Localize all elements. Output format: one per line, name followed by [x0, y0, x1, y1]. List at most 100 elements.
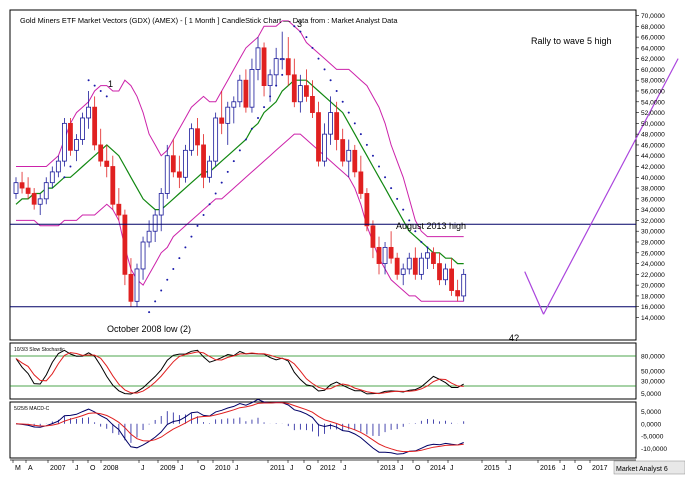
candle-body — [189, 128, 194, 151]
sar-dot — [93, 84, 96, 87]
sar-dot — [154, 300, 157, 303]
candle-body — [110, 166, 116, 205]
candle-body — [195, 128, 200, 146]
sar-dot — [371, 154, 374, 157]
x-tick-label: J — [235, 465, 239, 472]
candle-body — [122, 214, 128, 275]
sar-dot — [390, 187, 393, 190]
sar-dot — [396, 197, 399, 200]
candle-body — [364, 193, 370, 227]
sar-dot — [87, 79, 90, 82]
macd-tick-label: -10,0000 — [641, 446, 667, 453]
candle-body — [62, 122, 67, 162]
candle-body — [291, 74, 297, 103]
candle-body — [346, 149, 352, 162]
macd-tick-label: 5,0000 — [641, 409, 662, 416]
sar-dot — [384, 176, 387, 179]
candle-body — [182, 149, 188, 178]
candle-body — [207, 160, 213, 178]
candle-body — [170, 155, 176, 173]
y-tick-label: 68,0000 — [641, 24, 665, 31]
sar-dot — [317, 57, 320, 60]
macd-label: 5/25/5 MACD-C — [14, 406, 50, 412]
candle-body — [134, 268, 140, 302]
x-tick-label: 2017 — [592, 465, 608, 472]
sar-dot — [299, 30, 302, 33]
candle-body — [164, 155, 170, 194]
wave-3-label: 3 — [297, 19, 302, 29]
candle-body — [80, 117, 85, 140]
stochastic-tick-label: 30,0000 — [641, 379, 665, 386]
x-tick-label: J — [290, 465, 294, 472]
candle-body — [455, 290, 461, 297]
sar-dot — [257, 116, 259, 119]
candle-body — [116, 203, 122, 216]
x-tick-label: J — [400, 465, 404, 472]
candle-body — [261, 47, 267, 87]
y-tick-label: 56,0000 — [641, 89, 665, 96]
y-tick-label: 32,0000 — [641, 218, 665, 225]
candle-body — [31, 193, 37, 205]
sar-dot — [202, 214, 205, 217]
sar-dot — [293, 25, 296, 28]
x-tick-label: J — [75, 465, 79, 472]
stochastic-tick-label: 80,0000 — [641, 354, 665, 361]
x-tick-label: 2015 — [484, 465, 500, 472]
candle-body — [394, 257, 400, 275]
macd-tick-label: 0,0000 — [641, 421, 662, 428]
sar-dot — [347, 111, 350, 114]
y-tick-label: 44,0000 — [641, 153, 665, 160]
macd-signal-line — [15, 402, 464, 453]
candle-body — [322, 133, 327, 162]
candle-body — [310, 95, 315, 113]
stochastic-d-line — [15, 351, 464, 395]
x-tick-label: O — [200, 465, 206, 472]
x-tick-label: O — [415, 465, 421, 472]
rally-label: Rally to wave 5 high — [531, 36, 612, 46]
y-tick-label: 20,0000 — [641, 283, 665, 290]
x-tick-label: O — [577, 465, 583, 472]
candle-body — [86, 106, 91, 119]
candle-body — [297, 85, 303, 103]
candle-body — [461, 273, 467, 297]
sar-dot — [311, 46, 314, 49]
sar-dot — [323, 68, 326, 71]
october-2008-label: October 2008 low (2) — [107, 324, 191, 334]
stochastic-tick-label: 50,0000 — [641, 369, 665, 376]
x-tick-label: J — [450, 465, 454, 472]
sar-dot — [263, 106, 266, 109]
stochastic-tick-label: 5,0000 — [641, 391, 662, 398]
candle-body — [49, 171, 55, 184]
candle-body — [201, 144, 206, 178]
sar-dot — [166, 278, 169, 281]
stochastic-panel — [9, 342, 637, 400]
candle-body — [255, 47, 261, 70]
candle-body — [376, 246, 382, 264]
y-tick-label: 42,0000 — [641, 164, 665, 171]
candle-body — [55, 160, 61, 173]
x-tick-label: 2012 — [320, 465, 336, 472]
x-tick-label: J — [343, 465, 347, 472]
sar-dot — [172, 267, 175, 270]
macd-panel — [9, 401, 637, 459]
sar-dot — [353, 122, 356, 125]
candle-body — [424, 252, 430, 259]
candle-body — [443, 268, 448, 281]
candle-body — [237, 79, 243, 103]
candle-body — [146, 230, 152, 243]
candle-body — [273, 58, 279, 76]
x-tick-label: 2016 — [540, 465, 556, 472]
candle-body — [243, 79, 249, 108]
sar-dot — [420, 241, 423, 243]
candle-body — [19, 182, 25, 189]
stochastic-k-line — [15, 349, 464, 395]
candle-body — [37, 198, 43, 205]
sar-dot — [208, 203, 211, 206]
y-tick-label: 62,0000 — [641, 56, 665, 63]
sar-dot — [341, 100, 344, 103]
sar-dot — [196, 224, 199, 227]
candle-body — [158, 193, 164, 216]
candle-body — [328, 112, 334, 135]
candle-body — [388, 246, 394, 259]
chart-title: Gold Miners ETF Market Vectors (GDX) (AM… — [20, 16, 398, 25]
